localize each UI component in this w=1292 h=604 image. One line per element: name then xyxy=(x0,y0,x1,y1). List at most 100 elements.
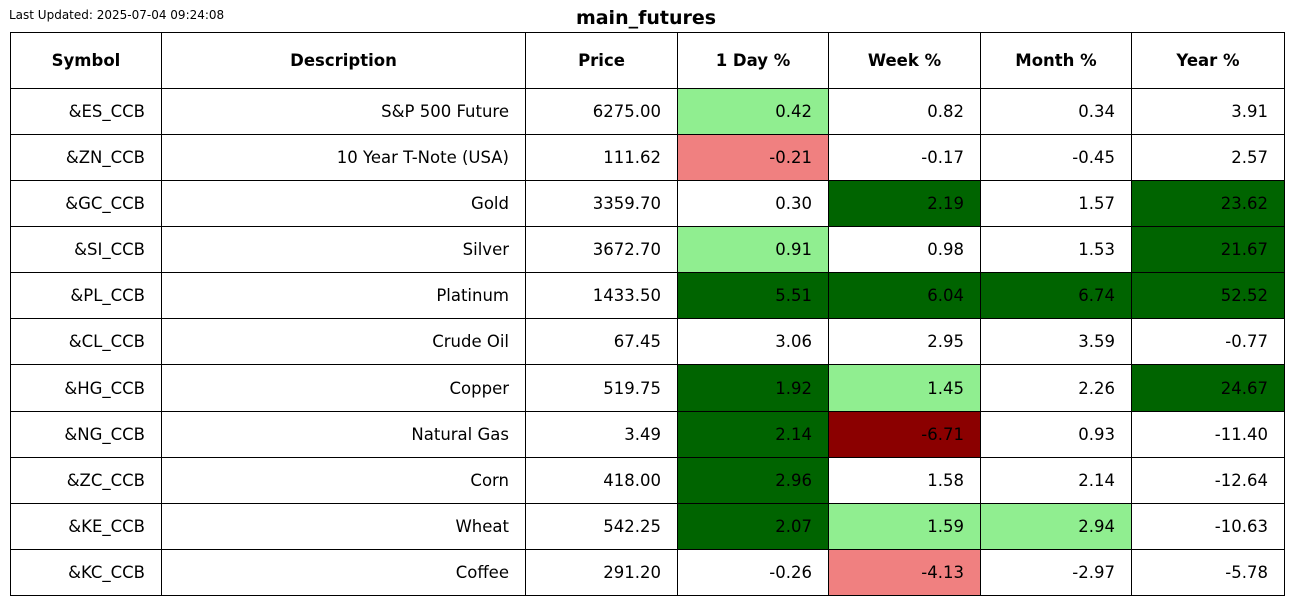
price-cell: 1433.50 xyxy=(525,272,678,320)
month-pct-cell: 1.53 xyxy=(980,226,1132,274)
month-pct-cell: 2.26 xyxy=(980,364,1132,412)
table-row: &NG_CCB Natural Gas 3.49 2.14 -6.71 0.93 -11.4… xyxy=(10,410,1285,458)
month-pct-cell: 0.93 xyxy=(980,410,1132,458)
table-row: &CL_CCB Crude Oil 67.45 3.06 2.95 3.59 -0.77 xyxy=(10,318,1285,366)
day-pct-cell: 2.07 xyxy=(677,502,829,550)
table-row: &KE_CCB Wheat 542.25 2.07 1.59 2.94 -10.63 xyxy=(10,502,1285,550)
year-pct-cell: 2.57 xyxy=(1131,134,1285,182)
price-cell: 542.25 xyxy=(525,502,678,550)
week-pct-cell: -4.13 xyxy=(828,548,981,597)
month-pct-cell: 3.59 xyxy=(980,318,1132,366)
symbol-cell: &GC_CCB xyxy=(10,180,162,228)
symbol-cell: &ZC_CCB xyxy=(10,456,162,504)
symbol-cell: &KE_CCB xyxy=(10,502,162,550)
chart-title: main_futures xyxy=(575,7,717,29)
day-pct-cell: 1.92 xyxy=(677,364,829,412)
description-cell: Gold xyxy=(161,180,526,228)
month-pct-cell: -2.97 xyxy=(980,548,1132,597)
header-description: Description xyxy=(161,32,526,89)
day-pct-cell: 2.96 xyxy=(677,456,829,504)
table-row: &GC_CCB Gold 3359.70 0.30 2.19 1.57 23.62 xyxy=(10,180,1285,228)
header-week-pct: Week % xyxy=(828,32,981,89)
week-pct-cell: -6.71 xyxy=(828,410,981,458)
symbol-cell: &PL_CCB xyxy=(10,272,162,320)
table-row: &HG_CCB Copper 519.75 1.92 1.45 2.26 24.67 xyxy=(10,364,1285,412)
header-day-pct: 1 Day % xyxy=(677,32,829,89)
table-row: &SI_CCB Silver 3672.70 0.91 0.98 1.53 21.67 xyxy=(10,226,1285,274)
week-pct-cell: 2.19 xyxy=(828,180,981,228)
week-pct-cell: -0.17 xyxy=(828,134,981,182)
table-row: &ZC_CCB Corn 418.00 2.96 1.58 2.14 -12.64 xyxy=(10,456,1285,504)
symbol-cell: &HG_CCB xyxy=(10,364,162,412)
price-cell: 3.49 xyxy=(525,410,678,458)
futures-table: Symbol Description Price 1 Day % Week % … xyxy=(10,32,1285,597)
month-pct-cell: 2.14 xyxy=(980,456,1132,504)
week-pct-cell: 1.45 xyxy=(828,364,981,412)
table-row: &KC_CCB Coffee 291.20 -0.26 -4.13 -2.97 -5.78 xyxy=(10,548,1285,597)
description-cell: Corn xyxy=(161,456,526,504)
table-row: &ZN_CCB 10 Year T-Note (USA) 111.62 -0.21 -0… xyxy=(10,134,1285,182)
price-cell: 3359.70 xyxy=(525,180,678,228)
table-row: &ES_CCB S&P 500 Future 6275.00 0.42 0.82 0.34… xyxy=(10,87,1285,136)
day-pct-cell: 2.14 xyxy=(677,410,829,458)
week-pct-cell: 2.95 xyxy=(828,318,981,366)
description-cell: Natural Gas xyxy=(161,410,526,458)
symbol-cell: &ZN_CCB xyxy=(10,134,162,182)
description-cell: Platinum xyxy=(161,272,526,320)
year-pct-cell: 3.91 xyxy=(1131,87,1285,136)
description-cell: Silver xyxy=(161,226,526,274)
table-row: &PL_CCB Platinum 1433.50 5.51 6.04 6.74 52.52 xyxy=(10,272,1285,320)
price-cell: 111.62 xyxy=(525,134,678,182)
description-cell: 10 Year T-Note (USA) xyxy=(161,134,526,182)
table-body: &ES_CCB S&P 500 Future 6275.00 0.42 0.82 0.34… xyxy=(10,87,1285,597)
day-pct-cell: 3.06 xyxy=(677,318,829,366)
header-year-pct: Year % xyxy=(1131,32,1285,89)
month-pct-cell: 0.34 xyxy=(980,87,1132,136)
year-pct-cell: 24.67 xyxy=(1131,364,1285,412)
header-price: Price xyxy=(525,32,678,89)
symbol-cell: &KC_CCB xyxy=(10,548,162,597)
header-month-pct: Month % xyxy=(980,32,1132,89)
year-pct-cell: -10.63 xyxy=(1131,502,1285,550)
year-pct-cell: 23.62 xyxy=(1131,180,1285,228)
year-pct-cell: -12.64 xyxy=(1131,456,1285,504)
day-pct-cell: -0.26 xyxy=(677,548,829,597)
price-cell: 67.45 xyxy=(525,318,678,366)
month-pct-cell: -0.45 xyxy=(980,134,1132,182)
year-pct-cell: -5.78 xyxy=(1131,548,1285,597)
price-cell: 291.20 xyxy=(525,548,678,597)
month-pct-cell: 2.94 xyxy=(980,502,1132,550)
year-pct-cell: -11.40 xyxy=(1131,410,1285,458)
day-pct-cell: 0.91 xyxy=(677,226,829,274)
day-pct-cell: 0.30 xyxy=(677,180,829,228)
price-cell: 519.75 xyxy=(525,364,678,412)
day-pct-cell: 5.51 xyxy=(677,272,829,320)
description-cell: Wheat xyxy=(161,502,526,550)
price-cell: 3672.70 xyxy=(525,226,678,274)
description-cell: S&P 500 Future xyxy=(161,87,526,136)
year-pct-cell: 21.67 xyxy=(1131,226,1285,274)
price-cell: 418.00 xyxy=(525,456,678,504)
last-updated-label: Last Updated: 2025-07-04 09:24:08 xyxy=(9,8,225,22)
week-pct-cell: 0.82 xyxy=(828,87,981,136)
week-pct-cell: 1.58 xyxy=(828,456,981,504)
month-pct-cell: 1.57 xyxy=(980,180,1132,228)
symbol-cell: &ES_CCB xyxy=(10,87,162,136)
symbol-cell: &SI_CCB xyxy=(10,226,162,274)
year-pct-cell: -0.77 xyxy=(1131,318,1285,366)
description-cell: Coffee xyxy=(161,548,526,597)
price-cell: 6275.00 xyxy=(525,87,678,136)
day-pct-cell: 0.42 xyxy=(677,87,829,136)
month-pct-cell: 6.74 xyxy=(980,272,1132,320)
week-pct-cell: 0.98 xyxy=(828,226,981,274)
symbol-cell: &NG_CCB xyxy=(10,410,162,458)
week-pct-cell: 6.04 xyxy=(828,272,981,320)
year-pct-cell: 52.52 xyxy=(1131,272,1285,320)
header-row: Symbol Description Price 1 Day % Week % … xyxy=(10,32,1285,89)
header-symbol: Symbol xyxy=(10,32,162,89)
description-cell: Crude Oil xyxy=(161,318,526,366)
day-pct-cell: -0.21 xyxy=(677,134,829,182)
description-cell: Copper xyxy=(161,364,526,412)
week-pct-cell: 1.59 xyxy=(828,502,981,550)
symbol-cell: &CL_CCB xyxy=(10,318,162,366)
